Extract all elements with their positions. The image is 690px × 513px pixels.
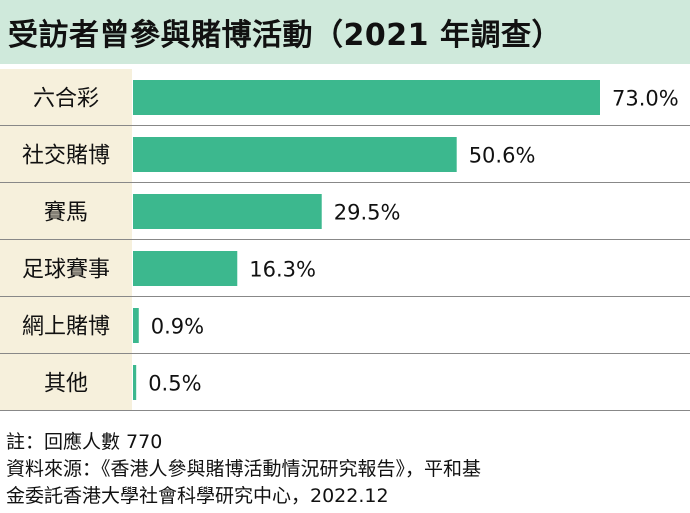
value-label: 29.5% [334, 201, 401, 225]
bar [133, 194, 322, 229]
value-label: 73.0% [612, 87, 679, 111]
chart-svg: 六合彩 73.0% 社交賭博 50.6% 賽馬 29.5% 足球賽事 16.3% 網上賭博 0.9… [0, 69, 690, 411]
footer-note: 註：回應人數 770 [6, 431, 163, 453]
footer: 註：回應人數 770 資料來源：《香港人參與賭博活動情況研究報告》，平和基 金委… [6, 429, 690, 510]
value-label: 0.9% [151, 315, 204, 339]
category-label: 其他 [44, 372, 88, 397]
value-label: 0.5% [148, 372, 201, 396]
bar-chart: 六合彩 73.0% 社交賭博 50.6% 賽馬 29.5% 足球賽事 16.3% 網上賭博 0.9… [0, 69, 690, 413]
bar [133, 251, 238, 286]
title-bar: 受訪者曾參與賭博活動（2021 年調查） [0, 0, 690, 64]
category-label: 社交賭博 [22, 144, 110, 169]
category-label: 網上賭博 [22, 315, 110, 340]
footer-source-line-1: 資料來源：《香港人參與賭博活動情況研究報告》，平和基 [6, 458, 482, 480]
value-label: 50.6% [469, 144, 536, 168]
value-label: 16.3% [249, 258, 316, 282]
bar [133, 308, 139, 343]
bar [133, 365, 137, 400]
bar [133, 137, 457, 172]
category-label: 足球賽事 [22, 258, 110, 283]
category-label: 賽馬 [44, 201, 88, 226]
footer-source-line-2: 金委託香港大學社會科學研究中心，2022.12 [6, 485, 389, 507]
category-label: 六合彩 [33, 87, 99, 112]
bar [133, 80, 600, 115]
chart-title: 受訪者曾參與賭博活動（2021 年調查） [8, 18, 562, 53]
